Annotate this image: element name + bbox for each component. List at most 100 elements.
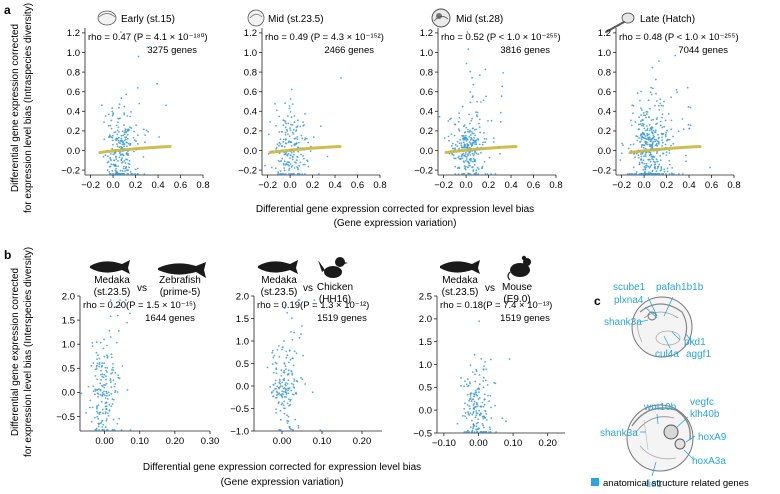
scatter-point xyxy=(272,372,275,374)
scatter-point xyxy=(661,139,663,142)
scatter-point xyxy=(129,143,132,145)
scatter-point xyxy=(295,391,297,394)
scatter-point xyxy=(121,365,124,367)
zebrafish-icon xyxy=(158,262,206,278)
scatter-point xyxy=(480,358,483,360)
scatter-point xyxy=(109,159,112,162)
scatter-point xyxy=(125,93,128,96)
scatter-point xyxy=(655,152,658,155)
scatter-point xyxy=(110,136,113,139)
panel-a-ylabel-2: for expression level bias (Intraspecies … xyxy=(23,3,34,213)
scatter-point xyxy=(130,111,132,113)
scatter-points xyxy=(264,77,342,175)
scatter-points xyxy=(619,54,711,175)
scatter-point xyxy=(107,155,109,158)
scatter-point xyxy=(122,134,125,137)
scatter-point xyxy=(136,173,139,175)
scatter-point xyxy=(668,173,671,175)
scatter-point xyxy=(654,144,657,147)
y-tick-label: 1.2 xyxy=(420,28,433,39)
scatter-point xyxy=(117,165,120,168)
scatter-point xyxy=(123,160,126,162)
x-tick-label: −0.2 xyxy=(612,180,631,191)
scatter-point xyxy=(296,136,299,138)
scatter-point xyxy=(488,400,490,403)
scatter-point xyxy=(122,141,124,144)
scatter-point xyxy=(286,373,289,376)
scatter-point xyxy=(114,173,117,175)
scatter-point xyxy=(103,390,105,393)
scatter-point xyxy=(101,362,104,364)
scatter-point xyxy=(96,364,98,367)
scatter-point xyxy=(637,154,640,157)
scatter-point xyxy=(473,136,475,139)
scatter-point xyxy=(124,167,127,170)
scatter-point xyxy=(642,111,645,114)
scatter-point xyxy=(640,124,643,127)
scatter-point xyxy=(478,122,480,125)
x-tick-label: 0.4 xyxy=(504,180,517,191)
legend-label: anatomical structure related genes xyxy=(603,478,749,489)
scatter-point xyxy=(678,173,680,175)
scatter-point xyxy=(96,389,99,391)
scatter-point xyxy=(282,119,285,122)
scatter-point xyxy=(644,129,647,132)
scatter-point xyxy=(478,118,481,121)
scatter-point xyxy=(466,404,469,406)
scatter-point xyxy=(670,144,672,147)
scatter-point xyxy=(118,417,121,420)
scatter-point xyxy=(655,118,658,121)
scatter-point xyxy=(649,151,652,154)
scatter-point xyxy=(636,139,639,142)
chicken-icon xyxy=(318,257,348,278)
scatter-point xyxy=(638,163,641,166)
scatter-point xyxy=(99,341,102,344)
scatter-point xyxy=(632,143,635,146)
scatter-point xyxy=(294,143,296,145)
scatter-point xyxy=(96,362,99,365)
scatter-point xyxy=(288,135,291,138)
scatter-point xyxy=(661,145,664,147)
scatter-point xyxy=(469,101,472,104)
scatter-point xyxy=(474,380,477,383)
scatter-point xyxy=(474,416,477,419)
scatter-point xyxy=(312,136,315,139)
scatter-point xyxy=(468,135,471,138)
scatter-point xyxy=(478,413,481,416)
panel-b-xlabel-2: (Gene expression variation) xyxy=(221,477,344,488)
y-tick-label: 0.4 xyxy=(420,107,433,118)
scatter-point xyxy=(443,137,446,139)
scatter-point xyxy=(110,127,113,130)
scatter-point xyxy=(291,429,294,431)
scatter-point xyxy=(287,163,289,166)
scatter-point xyxy=(485,379,487,382)
gene-label-pafah1b1b: pafah1b1b xyxy=(656,282,704,293)
scatter-point xyxy=(652,140,655,143)
scatter-point xyxy=(119,173,121,175)
scatter-point xyxy=(662,152,664,155)
scatter-point xyxy=(91,342,94,344)
scatter-point xyxy=(113,152,116,155)
scatter-point xyxy=(302,155,304,157)
scatter-point xyxy=(119,299,121,301)
scatter-point xyxy=(671,167,673,169)
scatter-point xyxy=(293,167,296,169)
scatter-point xyxy=(278,386,281,389)
scatter-point xyxy=(482,431,484,433)
y-tick-label: −0.5 xyxy=(230,404,249,415)
scatter-point xyxy=(111,173,114,175)
scatter-point xyxy=(457,120,460,123)
scatter-point xyxy=(283,153,286,156)
y-tick-label: 0.5 xyxy=(62,364,75,375)
scatter-point xyxy=(474,391,477,394)
scatter-point xyxy=(123,124,125,127)
scatter-point xyxy=(289,427,291,430)
scatter-point xyxy=(463,431,466,433)
scatter-point xyxy=(463,154,466,157)
scatter-point xyxy=(642,159,645,162)
scatter-point xyxy=(673,173,675,175)
scatter-point xyxy=(290,317,293,320)
scatter-point xyxy=(103,355,106,358)
scatter-point xyxy=(95,368,98,370)
scatter-point xyxy=(650,138,652,141)
